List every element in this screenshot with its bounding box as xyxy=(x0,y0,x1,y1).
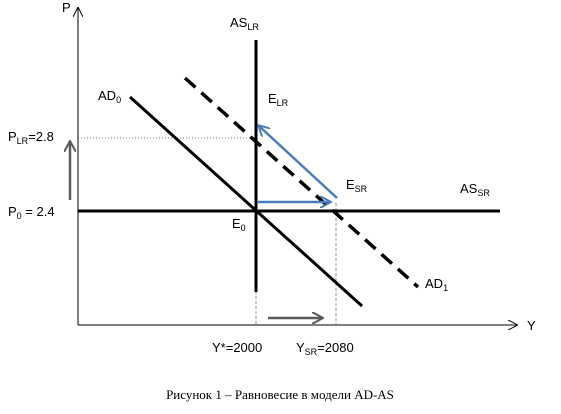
y-axis-label: P xyxy=(62,0,71,15)
blue-arrow xyxy=(259,126,338,199)
ad0-curve xyxy=(128,95,364,308)
e0-label: E0 xyxy=(232,216,246,233)
y-star-label: Y*=2000 xyxy=(212,340,262,355)
x-axis-label: Y xyxy=(527,318,536,333)
p-lr-label: PLR=2.8 xyxy=(8,129,54,146)
as-lr-label: ASLR xyxy=(230,15,259,32)
as-sr-label: ASSR xyxy=(460,181,490,198)
p0-label: P0 = 2.4 xyxy=(8,204,55,221)
y-sr-label: YSR=2080 xyxy=(296,340,354,357)
ad1-curve xyxy=(183,76,420,289)
e-lr-label: ELR xyxy=(268,91,289,108)
ad1-label: AD1 xyxy=(425,276,448,293)
e-sr-label: ESR xyxy=(346,177,368,194)
caption: Рисунок 1 – Равновесие в модели AD-AS xyxy=(166,387,394,402)
ad0-label: AD0 xyxy=(98,88,121,105)
